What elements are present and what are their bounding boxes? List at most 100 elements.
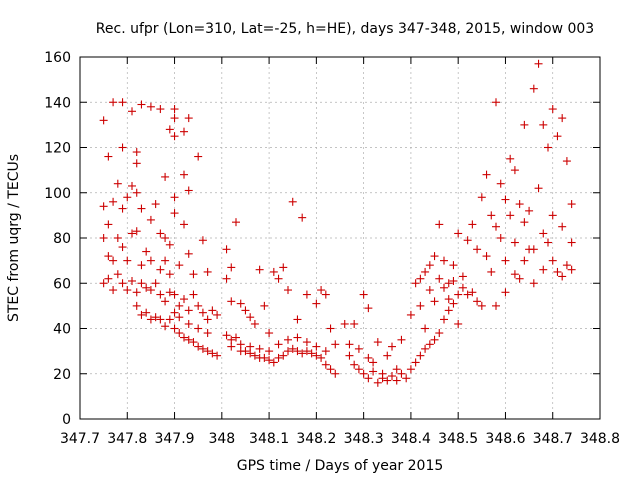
- data-point: [350, 319, 359, 328]
- data-point: [113, 234, 122, 242]
- data-point: [170, 114, 179, 123]
- data-point: [388, 372, 396, 381]
- data-point: [354, 344, 363, 353]
- data-point: [180, 127, 188, 136]
- data-point: [250, 351, 259, 360]
- data-point: [246, 342, 255, 351]
- x-tick-label: 348.5: [438, 431, 478, 447]
- data-point: [397, 335, 406, 344]
- data-point: [236, 347, 245, 356]
- data-point: [331, 369, 340, 378]
- data-point: [562, 157, 571, 166]
- data-point: [340, 319, 349, 328]
- data-point: [118, 279, 127, 288]
- data-point: [161, 234, 170, 242]
- data-point: [260, 353, 269, 362]
- data-point: [430, 297, 439, 306]
- data-point: [468, 288, 477, 297]
- data-point: [180, 220, 188, 229]
- data-point: [128, 107, 136, 116]
- data-point: [203, 315, 212, 324]
- data-point: [269, 267, 278, 276]
- data-point: [364, 304, 373, 313]
- data-point: [430, 335, 439, 344]
- data-point: [165, 315, 174, 324]
- data-point: [198, 308, 207, 317]
- data-point: [302, 338, 311, 347]
- data-point: [444, 295, 453, 304]
- x-tick-label: 348.8: [580, 431, 620, 447]
- data-point: [161, 322, 170, 331]
- data-point: [279, 263, 288, 272]
- y-tick-label: 100: [44, 186, 71, 202]
- data-point: [194, 152, 203, 161]
- data-point: [194, 342, 203, 351]
- data-point: [520, 120, 529, 129]
- data-point: [104, 152, 113, 161]
- data-point: [170, 290, 179, 299]
- data-point: [463, 236, 472, 245]
- data-point: [156, 290, 165, 299]
- data-point: [454, 290, 463, 299]
- data-point: [326, 365, 335, 374]
- data-point: [246, 349, 255, 358]
- data-point: [558, 114, 567, 123]
- data-point: [184, 114, 193, 123]
- data-point: [492, 222, 500, 231]
- data-point: [529, 245, 538, 254]
- x-tick-label: 348.2: [296, 431, 336, 447]
- data-point: [539, 265, 548, 274]
- y-tick-label: 80: [53, 231, 71, 247]
- data-point: [378, 374, 387, 383]
- data-point: [435, 274, 444, 283]
- x-tick-label: 347.7: [60, 431, 100, 447]
- data-point: [146, 315, 155, 324]
- data-point: [208, 306, 217, 315]
- data-point: [123, 193, 132, 202]
- x-tick-label: 348.3: [344, 431, 384, 447]
- data-point: [515, 200, 524, 209]
- data-point: [161, 297, 170, 306]
- data-point: [534, 59, 543, 68]
- chart-title: Rec. ufpr (Lon=310, Lat=-25, h=HE), days…: [96, 21, 594, 37]
- data-point: [137, 204, 146, 213]
- data-point: [421, 344, 430, 353]
- data-point: [510, 166, 519, 175]
- data-point: [132, 188, 141, 197]
- data-point: [359, 290, 368, 299]
- data-point: [109, 256, 118, 265]
- data-point: [246, 313, 255, 322]
- data-point: [118, 98, 127, 107]
- data-point: [416, 301, 425, 310]
- data-point: [350, 360, 359, 369]
- y-axis-label: STEC from uqrg / TECUs: [6, 154, 22, 322]
- data-point: [260, 301, 269, 310]
- data-point: [406, 310, 415, 319]
- data-point: [440, 315, 448, 324]
- data-point: [156, 229, 165, 238]
- data-point: [227, 335, 236, 344]
- data-point: [373, 378, 382, 387]
- data-point: [416, 274, 425, 283]
- data-point: [284, 347, 292, 356]
- data-point: [156, 105, 165, 114]
- data-point: [213, 310, 222, 319]
- data-point: [501, 256, 510, 265]
- data-point: [539, 229, 548, 238]
- data-point: [293, 333, 302, 342]
- data-point: [274, 274, 283, 283]
- data-point: [487, 211, 496, 220]
- data-point: [307, 349, 316, 358]
- data-point: [359, 369, 368, 378]
- data-point: [165, 288, 174, 297]
- data-point: [529, 84, 538, 93]
- data-point: [388, 342, 396, 351]
- data-point: [279, 351, 288, 360]
- data-point: [293, 315, 302, 324]
- data-point: [151, 279, 160, 288]
- data-point: [406, 365, 415, 374]
- data-point: [132, 288, 141, 297]
- data-point: [421, 267, 430, 276]
- data-point: [118, 143, 127, 152]
